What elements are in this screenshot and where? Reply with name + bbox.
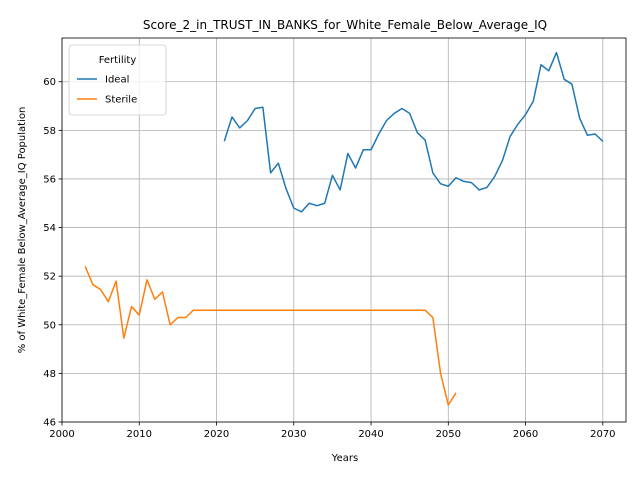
x-tick-label: 2060 [513, 429, 538, 440]
y-tick-label: 54 [43, 223, 56, 234]
legend: Fertility Ideal Sterile [68, 44, 167, 116]
legend-box [68, 44, 167, 116]
y-tick-label: 60 [43, 77, 56, 88]
y-tick-label: 50 [43, 320, 56, 331]
legend-title: Fertility [99, 55, 137, 66]
chart-title: Score_2_in_TRUST_IN_BANKS_for_White_Fema… [143, 18, 547, 32]
y-tick-label: 56 [43, 174, 56, 185]
x-tick-label: 2030 [281, 429, 306, 440]
series-line-ideal [223, 51, 604, 213]
plot-frame [61, 37, 627, 423]
x-tick-label: 2010 [127, 429, 152, 440]
x-axis: 2000 2010 2020 2030 2040 2050 2060 2070 [49, 422, 616, 440]
x-tick-label: 2040 [358, 429, 383, 440]
series-line-sterile [84, 266, 457, 406]
series-layer [84, 51, 604, 406]
y-tick-label: 46 [43, 418, 56, 429]
y-tick-label: 52 [43, 272, 56, 283]
x-tick-label: 2020 [204, 429, 229, 440]
y-axis-label: % of White_Female Below_Average_IQ Popul… [17, 107, 28, 354]
x-axis-label: Years [331, 453, 358, 464]
y-axis: 46 48 50 52 54 56 58 60 [43, 77, 62, 429]
legend-label-ideal: Ideal [105, 75, 129, 86]
y-tick-label: 58 [43, 126, 56, 137]
legend-label-sterile: Sterile [105, 95, 137, 106]
x-tick-label: 2070 [590, 429, 615, 440]
x-tick-label: 2050 [436, 429, 461, 440]
y-tick-label: 48 [43, 369, 56, 380]
x-tick-label: 2000 [49, 429, 74, 440]
